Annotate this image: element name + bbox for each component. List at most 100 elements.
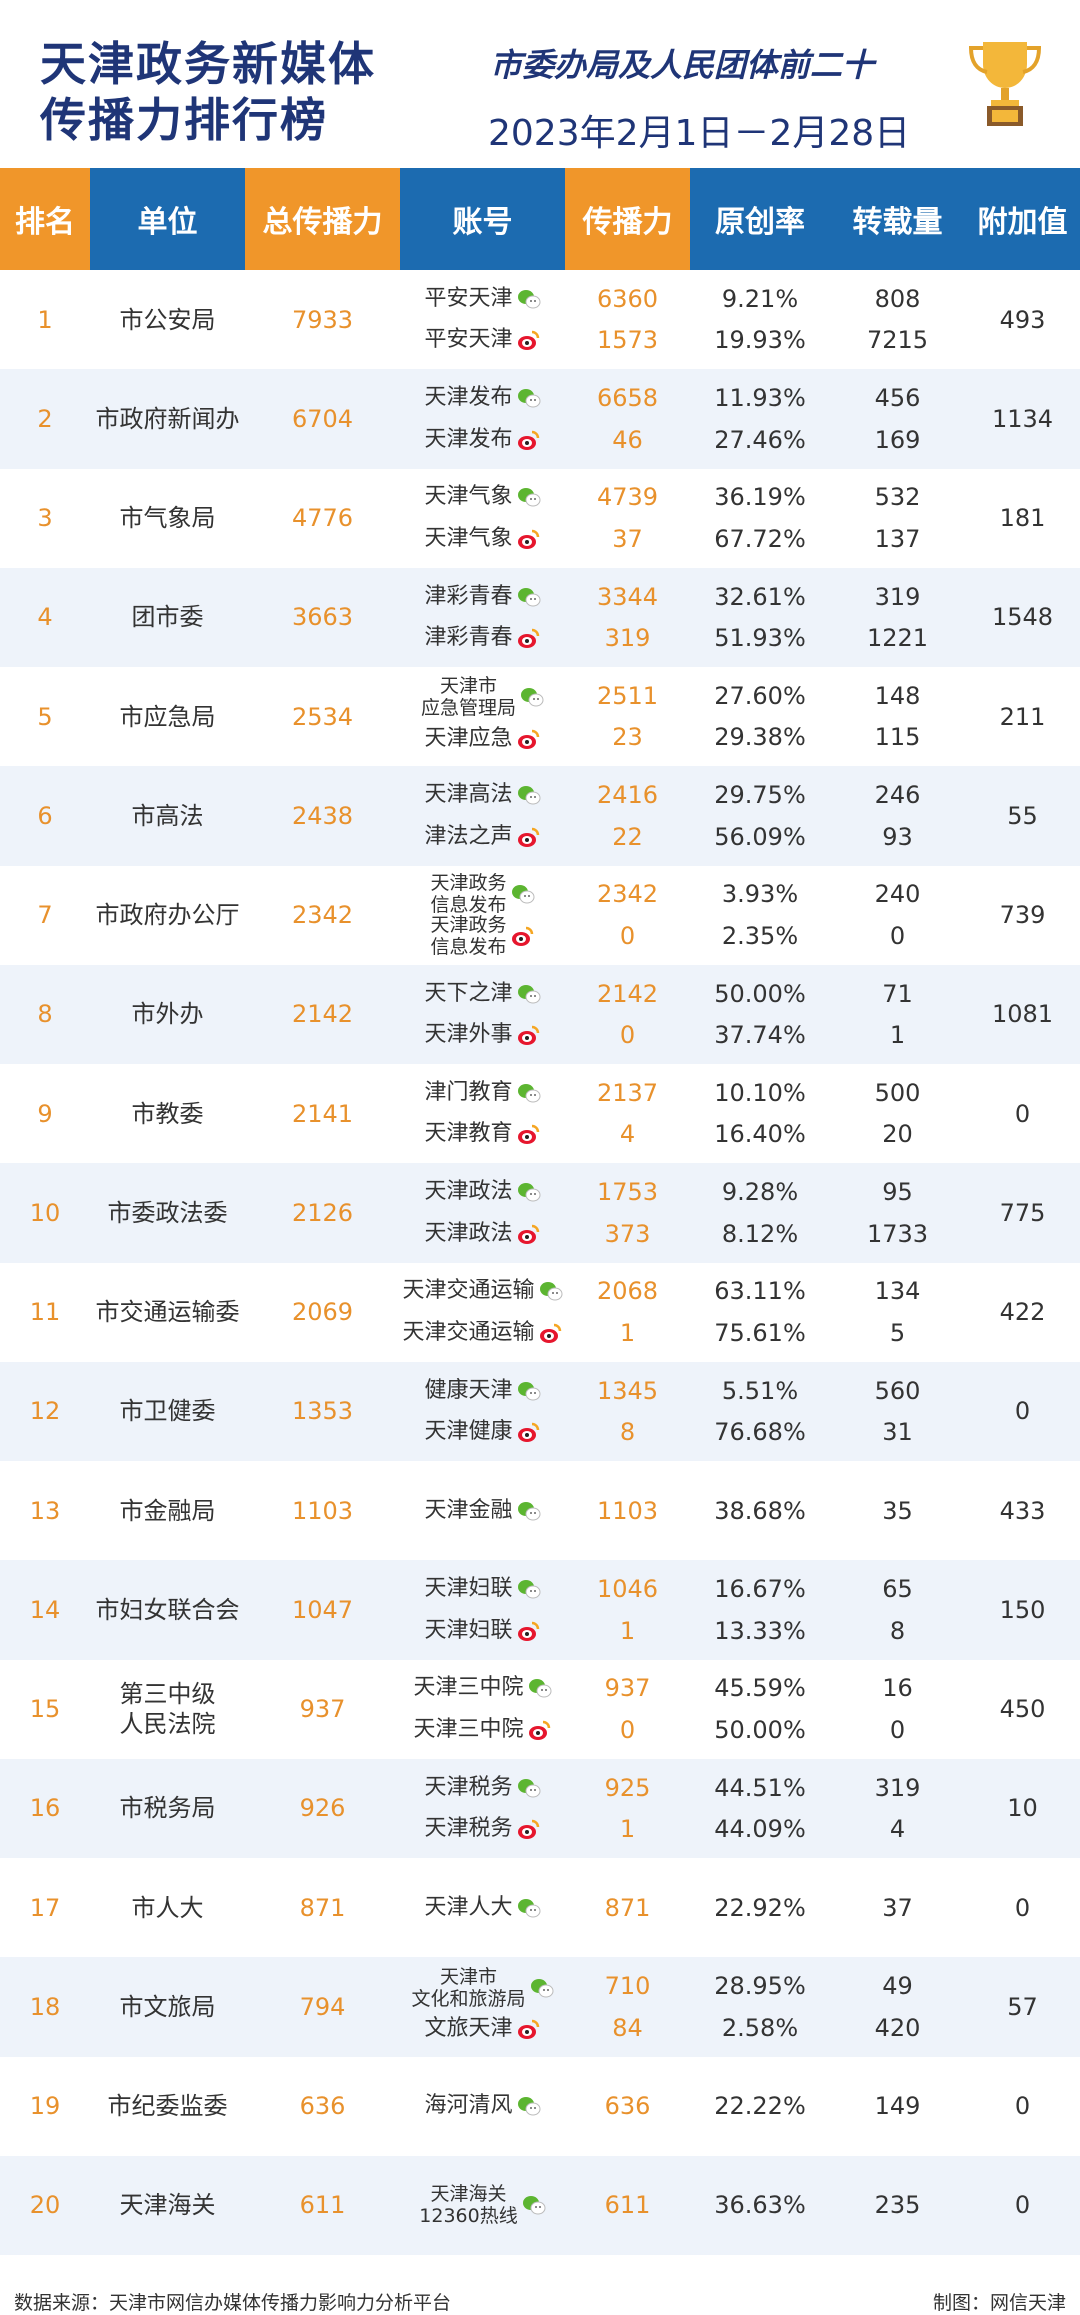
wechat-icon [517, 1183, 540, 1202]
reach: 925 [604, 1773, 651, 1802]
original-rate-cell: 28.95% 2.58% [690, 1957, 830, 2056]
original-rate-cell: 11.93% 27.46% [690, 369, 830, 468]
original-rate-cell: 29.75% 56.09% [690, 766, 830, 865]
table-row: 12 市卫健委 1353 健康天津 天津健康 1345 8 5.51% 76.68% 560 31 0 [0, 1361, 1080, 1461]
total-reach: 2069 [291, 1298, 354, 1327]
weibo-icon [511, 926, 533, 946]
account-name: 天津气象 [424, 525, 513, 551]
total-reach: 7933 [291, 305, 354, 334]
reposts: 0 [889, 1715, 906, 1744]
account: 天津交通运输 [402, 1272, 562, 1310]
bonus: 0 [1014, 2191, 1031, 2220]
account-name: 天津政务 信息发布 [430, 872, 507, 917]
rank: 17 [29, 1893, 61, 1922]
account-cell: 天津市 文化和旅游局 文旅天津 [400, 1957, 565, 2056]
rank: 12 [29, 1397, 61, 1426]
reach: 1753 [596, 1178, 659, 1207]
account-name: 天津发布 [424, 385, 513, 411]
account: 天津健康 [424, 1413, 540, 1451]
reposts-cell: 319 1221 [830, 568, 965, 667]
reach-cell: 710 84 [565, 1957, 690, 2056]
account: 天津高法 [424, 776, 540, 814]
original-rate: 27.60% [714, 681, 806, 710]
page-header: 天津政务新媒体 传播力排行榜 市委办局及人民团体前二十 2023年2月1日－2月… [0, 0, 1080, 168]
original-rate: 29.38% [714, 723, 806, 752]
reposts: 420 [874, 2013, 921, 2042]
reposts: 1 [889, 1021, 906, 1050]
weibo-icon [517, 529, 539, 549]
table-row: 15 第三中级 人民法院 937 天津三中院 天津三中院 937 0 45.59% 50.00%… [0, 1660, 1080, 1759]
reposts-cell: 49 420 [830, 1957, 965, 2056]
reach: 22 [612, 822, 643, 851]
original-rate: 13.33% [714, 1616, 806, 1645]
original-rate: 44.09% [714, 1815, 806, 1844]
account-name: 津法之声 [424, 823, 513, 849]
original-rate: 36.19% [714, 483, 806, 512]
bonus: 0 [1014, 1397, 1031, 1426]
account: 健康天津 [424, 1372, 540, 1410]
original-rate: 75.61% [714, 1318, 806, 1347]
reach: 84 [612, 2013, 643, 2042]
unit: 市公安局 [119, 305, 216, 334]
original-rate: 16.40% [714, 1120, 806, 1149]
wechat-icon [522, 2196, 546, 2215]
account-name: 天津三中院 [413, 1675, 524, 1701]
reposts-cell: 65 8 [830, 1560, 965, 1659]
chart-credit: 制图：网信天津 [932, 2292, 1066, 2314]
unit: 市政府新闻办 [95, 404, 240, 433]
account-cell: 天津发布 天津发布 [400, 369, 565, 468]
unit: 市委政法委 [107, 1198, 228, 1227]
table-row: 9 市教委 2141 津门教育 天津教育 2137 4 10.10% 16.40% 500 20 0 [0, 1064, 1080, 1163]
account-name: 天津三中院 [413, 1716, 524, 1742]
account-name: 天津市 文化和旅游局 [411, 1965, 526, 2010]
reposts: 500 [874, 1078, 921, 1107]
reposts: 7215 [866, 326, 929, 355]
account: 津彩青春 [424, 578, 540, 616]
reposts: 808 [874, 284, 921, 313]
original-rate-cell: 50.00% 37.74% [690, 965, 830, 1064]
account-name: 海河清风 [424, 2093, 513, 2119]
unit: 市卫健委 [119, 1397, 216, 1426]
unit: 市人大 [131, 1893, 204, 1922]
reposts-cell: 319 4 [830, 1759, 965, 1858]
table-row: 11 市交通运输委 2069 天津交通运输 天津交通运输 2068 1 63.11% 75.61… [0, 1263, 1080, 1362]
bonus: 10 [1007, 1794, 1038, 1823]
original-rate: 44.51% [714, 1773, 806, 1802]
col-reposts: 转载量 [830, 168, 965, 270]
reach: 2068 [596, 1277, 659, 1306]
reposts-cell: 560 31 [830, 1362, 965, 1461]
wechat-icon [517, 1501, 540, 1521]
reposts: 0 [889, 921, 906, 950]
reach: 23 [612, 723, 643, 752]
reposts-cell: 532 137 [830, 469, 965, 568]
total-reach: 2126 [291, 1198, 354, 1227]
bonus: 211 [999, 702, 1046, 731]
ranking-table: 1 市公安局 7933 平安天津 平安天津 6360 1573 9.21% 19.93% 808 7… [0, 270, 1080, 2255]
original-rate: 9.28% [721, 1178, 799, 1207]
weibo-icon [517, 1125, 539, 1145]
account-name: 平安天津 [424, 285, 513, 311]
table-row: 14 市妇女联合会 1047 天津妇联 天津妇联 1046 1 16.67% 13.33% 65 8… [0, 1560, 1080, 1660]
reposts-cell: 235 [830, 2156, 965, 2255]
reach-cell: 611 [565, 2156, 690, 2255]
original-rate: 29.75% [714, 781, 806, 810]
account-name: 天津外事 [424, 1022, 513, 1048]
unit: 市政府办公厅 [95, 901, 240, 930]
original-rate-cell: 9.28% 8.12% [690, 1163, 830, 1262]
reach: 0 [619, 1021, 636, 1050]
reposts: 532 [874, 483, 921, 512]
account: 天津海关 12360热线 [419, 2183, 546, 2227]
bonus: 0 [1014, 1099, 1031, 1128]
reach-cell: 2142 0 [565, 965, 690, 1064]
account-cell: 天津三中院 天津三中院 [400, 1660, 565, 1759]
reposts: 319 [874, 1773, 921, 1802]
reach: 1103 [596, 1496, 659, 1525]
unit: 市交通运输委 [95, 1298, 240, 1327]
subtitle: 市委办局及人民团体前二十 [490, 46, 875, 84]
reach-cell: 2137 4 [565, 1064, 690, 1163]
rank: 5 [37, 702, 53, 731]
original-rate: 32.61% [714, 582, 806, 611]
col-bonus: 附加值 [965, 168, 1080, 270]
wechat-icon [517, 984, 540, 1004]
account-name: 天津妇联 [424, 1617, 513, 1643]
